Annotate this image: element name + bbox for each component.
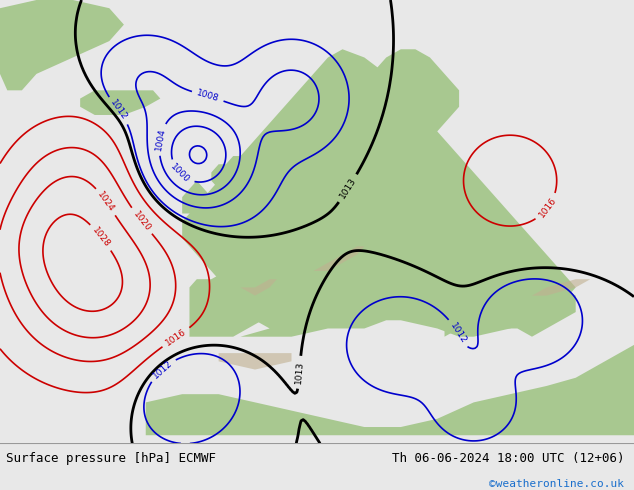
Text: 1000: 1000 <box>169 162 191 185</box>
Text: 1028: 1028 <box>91 225 112 249</box>
Text: Surface pressure [hPa] ECMWF: Surface pressure [hPa] ECMWF <box>6 452 216 465</box>
Polygon shape <box>0 0 124 90</box>
Text: 1012: 1012 <box>108 98 129 122</box>
Text: 1020: 1020 <box>131 209 152 233</box>
Polygon shape <box>182 181 211 214</box>
Text: 1016: 1016 <box>537 196 558 220</box>
Polygon shape <box>190 271 277 337</box>
Text: 1012: 1012 <box>448 321 468 345</box>
Polygon shape <box>211 156 255 222</box>
Polygon shape <box>146 345 634 435</box>
Polygon shape <box>292 246 365 271</box>
Polygon shape <box>182 49 576 337</box>
Text: 1024: 1024 <box>96 190 116 214</box>
Text: 1012: 1012 <box>151 358 174 380</box>
Polygon shape <box>80 90 160 115</box>
Text: ©weatheronline.co.uk: ©weatheronline.co.uk <box>489 479 624 490</box>
Text: 1013: 1013 <box>294 361 305 384</box>
Polygon shape <box>284 49 459 172</box>
Text: 1016: 1016 <box>164 327 188 347</box>
Text: 1013: 1013 <box>338 176 358 200</box>
Polygon shape <box>532 279 590 295</box>
Text: Th 06-06-2024 18:00 UTC (12+06): Th 06-06-2024 18:00 UTC (12+06) <box>392 452 624 465</box>
Polygon shape <box>240 279 277 295</box>
Text: 1004: 1004 <box>154 127 167 151</box>
Polygon shape <box>444 288 576 337</box>
Text: 1008: 1008 <box>195 89 220 104</box>
Polygon shape <box>219 353 292 369</box>
